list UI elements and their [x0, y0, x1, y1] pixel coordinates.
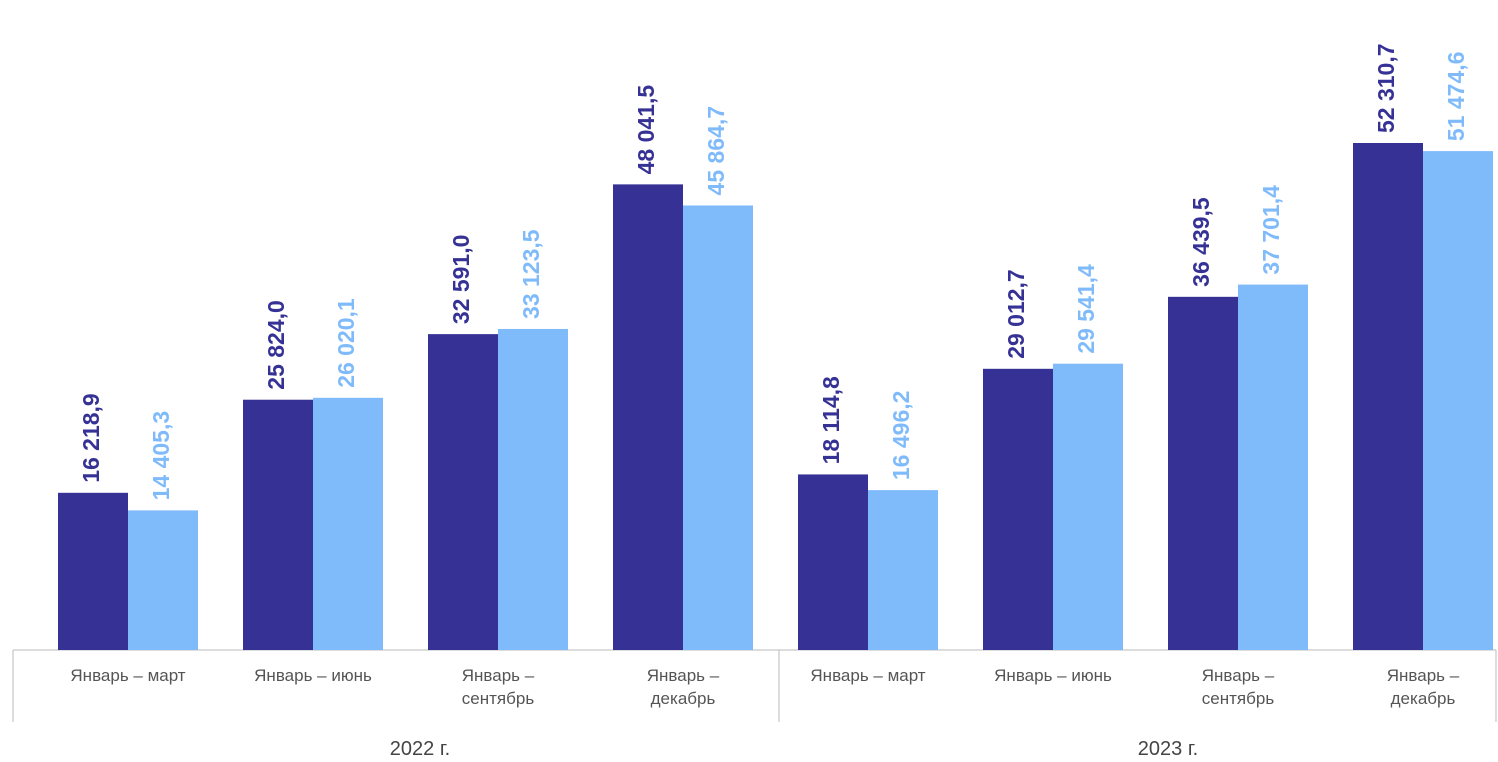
data-label: 33 123,5 [518, 229, 544, 319]
bar [868, 490, 938, 650]
bar [498, 328, 568, 650]
bar [798, 474, 868, 650]
x-tick-label: Январь – июнь [254, 666, 372, 685]
group-label: 2022 г. [389, 738, 451, 760]
bar [128, 510, 198, 650]
x-tick-label: Январь – март [70, 666, 186, 685]
data-label: 37 701,4 [1258, 185, 1284, 275]
data-label: 16 496,2 [888, 391, 914, 481]
data-label: 45 864,7 [703, 106, 729, 196]
data-label: 16 218,9 [78, 393, 104, 483]
data-label: 29 541,4 [1073, 264, 1099, 354]
x-tick-label: Январь – июнь [994, 666, 1112, 685]
x-tick-label: Январь – сентябрь [461, 666, 535, 708]
x-tick-label: Январь – декабрь [646, 666, 720, 708]
data-label: 14 405,3 [148, 411, 174, 501]
bar [58, 492, 128, 650]
data-label: 18 114,8 [818, 376, 844, 464]
bar [983, 368, 1053, 650]
data-label: 36 439,5 [1188, 197, 1214, 287]
data-label: 29 012,7 [1003, 269, 1029, 359]
data-label: 32 591,0 [448, 235, 474, 325]
data-label: 52 310,7 [1373, 43, 1399, 133]
bar [683, 205, 753, 650]
bar [428, 334, 498, 650]
data-label: 48 041,5 [633, 85, 659, 175]
data-label: 25 824,0 [263, 300, 289, 390]
x-tick-label: Январь – сентябрь [1201, 666, 1275, 708]
bar [243, 399, 313, 650]
bar [613, 184, 683, 650]
x-tick-label: Январь – март [810, 666, 926, 685]
bar [1423, 151, 1493, 650]
bar [1053, 363, 1123, 650]
bar [1238, 284, 1308, 650]
data-label: 51 474,6 [1443, 52, 1469, 142]
bar [313, 397, 383, 650]
bar [1168, 296, 1238, 650]
x-tick-label: Январь – декабрь [1386, 666, 1460, 708]
data-label: 26 020,1 [333, 298, 359, 388]
bar [1353, 143, 1423, 650]
group-label: 2023 г. [1137, 738, 1199, 760]
